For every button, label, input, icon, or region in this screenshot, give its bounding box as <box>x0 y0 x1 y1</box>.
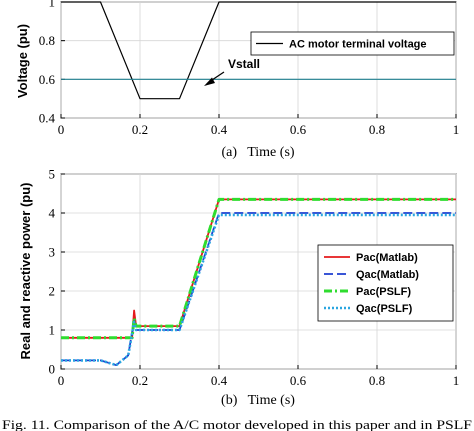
panel-a: 0 0.2 0.4 0.6 0.8 1 0.4 0.6 0.8 1 Voltage (pu) (a… <box>15 0 459 160</box>
panel-a-ytick-label-2: 0.8 <box>39 33 55 48</box>
panel-a-xtick-label-5: 1 <box>453 122 460 137</box>
panel-a-xtick-label-0: 0 <box>58 122 65 137</box>
panel-b-legend: Pac(Matlab) Qac(Matlab) Pac(PSLF) Qac(PS… <box>317 244 454 322</box>
panel-b-ytick-label-4: 4 <box>49 206 56 221</box>
panel-a-xtick-label-4: 0.8 <box>369 122 385 137</box>
vstall-arrow-head <box>204 77 215 86</box>
panel-b-ytick-label-0: 0 <box>49 362 56 377</box>
panel-b-ticks: 0 0.2 0.4 0.6 0.8 1 0 1 2 3 4 5 <box>49 167 460 389</box>
panel-a-xlabel: (a) Time (s) <box>221 145 294 160</box>
legend-label-qac-pslf: Qac(PSLF) <box>356 303 413 315</box>
panel-a-ylabel: Voltage (pu) <box>15 24 30 98</box>
panel-a-ytick-label-3: 1 <box>49 0 56 10</box>
panel-a-lines <box>61 1 456 100</box>
panel-a-xtick-label-2: 0.4 <box>211 122 228 137</box>
panel-b-xtick-label-0: 0 <box>58 373 65 388</box>
panel-b-xlabel: (b) Time (s) <box>221 393 295 408</box>
panel-b-series-3 <box>61 213 456 367</box>
panel-b-ytick-label-3: 3 <box>49 245 56 260</box>
legend-label-qac-matlab: Qac(Matlab) <box>356 269 419 281</box>
legend-label-pac-pslf: Pac(PSLF) <box>356 286 411 298</box>
panel-b-ylabel: Real and reactive power (pu) <box>18 183 33 360</box>
panel-b-ytick-label-5: 5 <box>49 167 56 182</box>
panel-b-xtick-label-2: 0.4 <box>211 373 228 388</box>
panel-a-ytick-label-1: 0.6 <box>39 72 56 87</box>
panel-a-xtick-label-3: 0.6 <box>290 122 307 137</box>
legend-label-pac-matlab: Pac(Matlab) <box>356 252 418 264</box>
panel-a-series-0 <box>61 1 456 100</box>
panel-a-legend: AC motor terminal voltage <box>250 31 455 56</box>
figure-caption: Fig. 11. Comparison of the A/C motor dev… <box>2 417 472 431</box>
panel-a-ticks: 0 0.2 0.4 0.6 0.8 1 0.4 0.6 0.8 1 <box>39 0 460 137</box>
legend-label-voltage: AC motor terminal voltage <box>289 39 427 51</box>
panel-b-xtick-label-3: 0.6 <box>290 373 307 388</box>
vstall-annotation: Vstall <box>204 57 260 86</box>
panel-b-series-2 <box>61 197 456 340</box>
panel-b-ytick-label-2: 2 <box>49 284 56 299</box>
panel-a-ytick-label-0: 0.4 <box>39 111 56 126</box>
panel-b-xtick-label-4: 0.8 <box>369 373 385 388</box>
panel-b-xtick-label-5: 1 <box>453 373 460 388</box>
panel-a-xtick-label-1: 0.2 <box>132 122 148 137</box>
panel-b-ytick-label-1: 1 <box>49 323 56 338</box>
panel-a-legend-box <box>250 31 455 56</box>
panel-b-lines <box>61 197 456 367</box>
vstall-label: Vstall <box>228 57 260 71</box>
panel-b-xtick-label-1: 0.2 <box>132 373 148 388</box>
panel-a-frame <box>60 1 457 119</box>
panel-b: 0 0.2 0.4 0.6 0.8 1 0 1 2 3 4 5 Real and reactive p… <box>18 167 459 409</box>
